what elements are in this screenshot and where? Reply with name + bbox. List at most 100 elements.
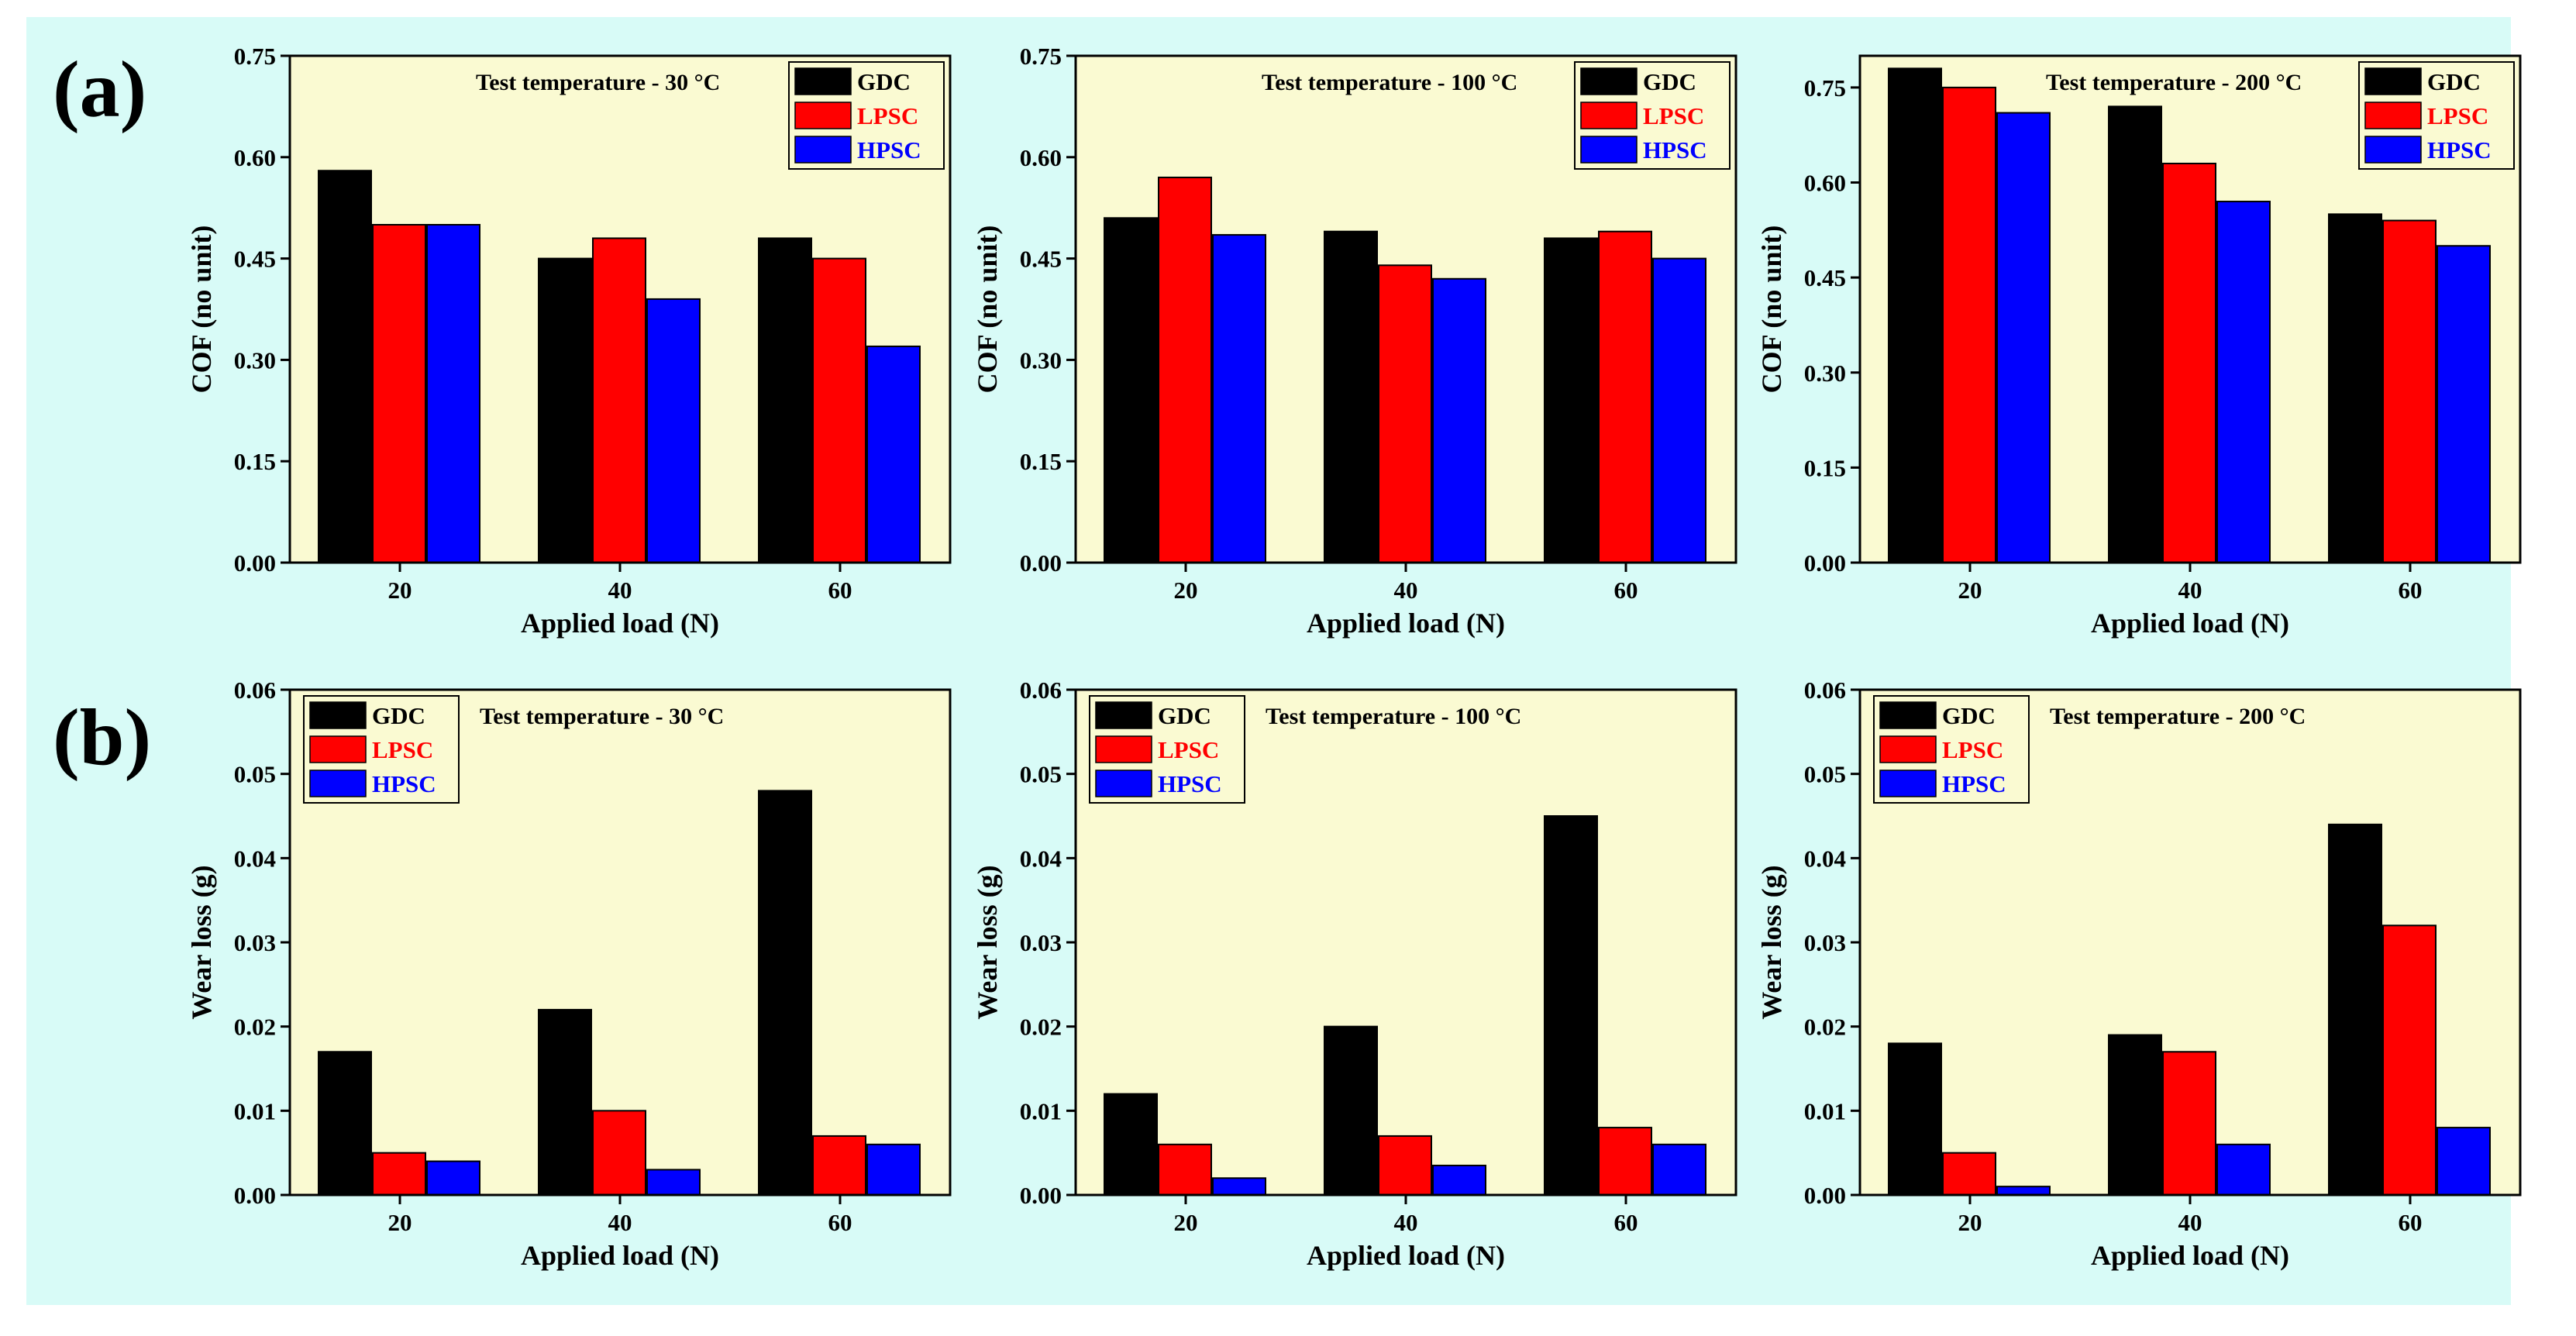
chart-3-bar-gdc-60 [2328,213,2382,563]
chart-2-bar-hpsc-40 [1432,277,1486,563]
chart-3-bar-gdc-40 [2108,105,2162,563]
chart-4-bar-lpsc-60 [812,1135,866,1197]
chart-5-legend-swatch-lpsc [1095,735,1152,763]
chart-3-legend-label-lpsc: LPSC [2427,102,2488,129]
chart-3-legend-swatch-lpsc [2364,102,2422,129]
chart-3-bar-gdc-20 [1888,67,1942,564]
chart-1-ytick-label: 0.00 [234,549,276,577]
chart-1-legend-label-gdc: GDC [857,68,911,95]
chart-6-legend-label-lpsc: LPSC [1942,736,2003,763]
chart-3-xtick-label: 60 [2399,577,2423,604]
chart-1-legend-label-lpsc: LPSC [857,102,918,129]
chart-1-title: Test temperature - 30 °C [476,70,720,95]
chart-3-bar-hpsc-20 [1996,112,2051,563]
chart-4-ytick-label: 0.01 [234,1097,276,1124]
chart-3-bar-lpsc-40 [2162,162,2216,564]
chart-6-ytick-label: 0.04 [1804,845,1846,872]
chart-4-bar-lpsc-40 [592,1110,646,1197]
chart-5-legend-label-lpsc: LPSC [1158,736,1219,763]
chart-6-bar-gdc-20 [1888,1042,1942,1197]
chart-6-xlabel: Applied load (N) [2091,1240,2289,1271]
chart-1-legend-swatch-gdc [794,67,852,95]
chart-5-bar-lpsc-40 [1378,1135,1432,1197]
chart-5-xtick-label: 40 [1394,1209,1418,1236]
chart-4-bar-hpsc-20 [426,1160,480,1196]
chart-4-xtick-label: 60 [828,1209,852,1236]
chart-2-bar-hpsc-20 [1212,234,1266,563]
chart-3-ytick-label: 0.60 [1804,170,1846,197]
chart-3-xtick-label: 20 [1958,577,1982,604]
chart-3-ylabel: COF (no unit) [1756,226,1787,394]
chart-5-ytick-label: 0.03 [1020,929,1062,956]
chart-2-ytick-label: 0.30 [1020,346,1062,374]
chart-6-ytick-label: 0.05 [1804,761,1846,788]
chart-5-bar-hpsc-40 [1432,1164,1486,1197]
chart-3-ytick-label: 0.30 [1804,360,1846,387]
chart-6-bar-gdc-40 [2108,1034,2162,1196]
chart-2-xlabel: Applied load (N) [1307,608,1505,639]
chart-2-legend-label-hpsc: HPSC [1643,136,1707,164]
chart-5-bar-gdc-40 [1324,1025,1378,1196]
chart-5-title: Test temperature - 100 °C [1266,704,1521,729]
chart-6-xtick-label: 60 [2399,1209,2423,1236]
chart-2-ylabel: COF (no unit) [972,226,1003,394]
chart-4-bar-gdc-60 [758,790,812,1196]
chart-5-legend-swatch-hpsc [1095,770,1152,797]
chart-4-legend-swatch-hpsc [309,770,367,797]
chart-3-ytick-label: 0.45 [1804,264,1846,291]
chart-5-bar-lpsc-60 [1598,1127,1652,1196]
chart-6-bar-lpsc-40 [2162,1051,2216,1197]
chart-5-ytick-label: 0.02 [1020,1014,1062,1041]
chart-6-ylabel: Wear loss (g) [1756,865,1787,1019]
chart-1-xtick-label: 20 [388,577,412,604]
chart-1-xtick-label: 60 [828,577,852,604]
chart-4-legend-label-gdc: GDC [372,702,425,729]
chart-2-ytick-label: 0.60 [1020,144,1062,171]
chart-2-ytick-label: 0.00 [1020,549,1062,577]
chart-2-bar-gdc-20 [1104,217,1158,563]
chart-6-ytick-label: 0.03 [1804,929,1846,956]
chart-5-ytick-label: 0.00 [1020,1182,1062,1209]
chart-2-bar-lpsc-60 [1598,230,1652,563]
chart-1-ytick-label: 0.60 [234,144,276,171]
chart-3-legend-swatch-hpsc [2364,136,2422,164]
chart-4-ytick-label: 0.06 [234,677,276,704]
chart-3-bar-hpsc-40 [2216,201,2271,563]
chart-1-bar-lpsc-60 [812,257,866,563]
chart-5-bar-gdc-20 [1104,1093,1158,1196]
chart-5-xtick-label: 60 [1614,1209,1638,1236]
chart-6-bar-lpsc-20 [1942,1152,1996,1196]
chart-5-ytick-label: 0.01 [1020,1097,1062,1124]
chart-2-bar-hpsc-60 [1652,257,1706,563]
chart-6-bar-lpsc-60 [2382,925,2437,1197]
chart-4-bar-gdc-40 [538,1008,592,1197]
chart-4-legend-swatch-lpsc [309,735,367,763]
chart-1-legend-swatch-hpsc [794,136,852,164]
chart-6-title: Test temperature - 200 °C [2050,704,2306,729]
chart-2-xtick-label: 20 [1174,577,1198,604]
chart-1-ytick-label: 0.75 [234,43,276,70]
chart-4-legend-label-lpsc: LPSC [372,736,433,763]
chart-3-legend-label-gdc: GDC [2427,68,2481,95]
chart-2-title: Test temperature - 100 °C [1262,70,1517,95]
chart-2-legend-label-gdc: GDC [1643,68,1696,95]
chart-6-legend-swatch-gdc [1879,701,1937,729]
chart-3-ytick-label: 0.15 [1804,454,1846,481]
panel-label-b: (b) [53,693,152,782]
chart-2-ytick-label: 0.15 [1020,448,1062,475]
chart-1-legend-swatch-lpsc [794,102,852,129]
chart-1-xtick-label: 40 [608,577,632,604]
chart-1-bar-gdc-20 [318,170,372,564]
chart-1-legend-label-hpsc: HPSC [857,136,921,164]
chart-6-ytick-label: 0.01 [1804,1097,1846,1124]
chart-3-xlabel: Applied load (N) [2091,608,2289,639]
chart-4-xtick-label: 40 [608,1209,632,1236]
chart-5-legend-label-hpsc: HPSC [1158,770,1222,797]
chart-5-ytick-label: 0.04 [1020,845,1062,872]
chart-4-ytick-label: 0.05 [234,761,276,788]
chart-2-ytick-label: 0.45 [1020,246,1062,273]
chart-3-ytick-label: 0.00 [1804,549,1846,577]
chart-6-bar-hpsc-60 [2437,1127,2491,1196]
chart-2-bar-gdc-40 [1324,230,1378,563]
